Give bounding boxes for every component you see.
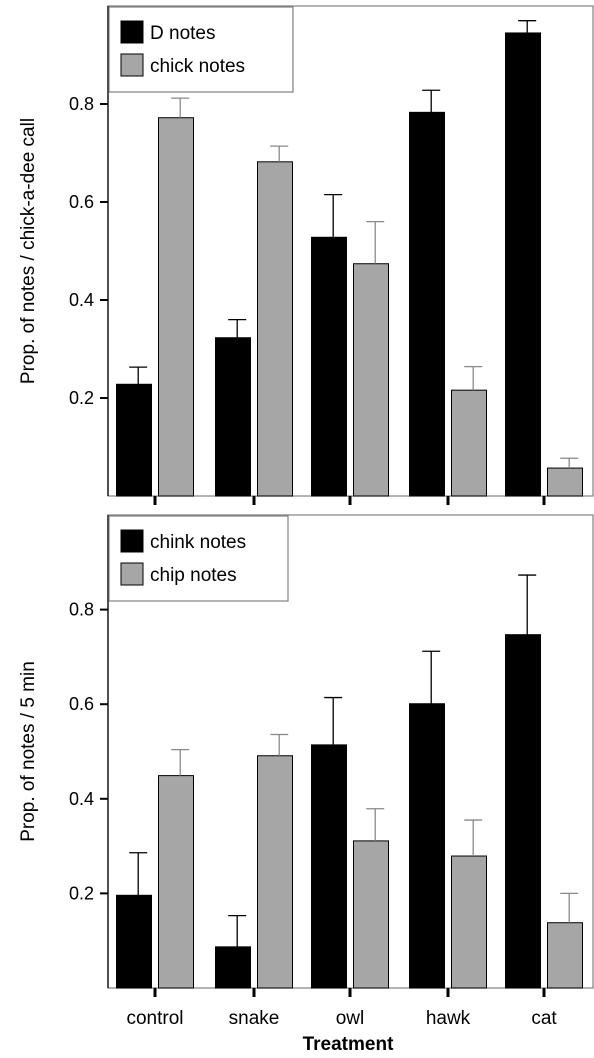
bar [257,755,293,989]
legend-label: chick notes [150,56,245,77]
x-tick-label: hawk [426,1008,471,1029]
y-tick-label: 0.8 [69,600,94,620]
bar [215,337,251,497]
bar [505,32,541,497]
bar [311,744,347,989]
bar [353,263,389,497]
y-tick-label: 0.4 [69,290,94,310]
legend-swatch [120,562,144,586]
legend: D notes chick notes [108,6,294,93]
y-tick-label: 0.2 [69,388,94,408]
bar [451,855,487,989]
y-tick-label: 0.8 [69,94,94,114]
legend-swatch [120,53,144,77]
top-panel: 0.2 0.4 0.6 0.8 Prop. of notes / chick-a-dee… [18,5,594,505]
bar [116,383,152,497]
bar [409,703,445,989]
bar [505,634,541,989]
x-tick-label: owl [336,1008,365,1029]
bottom-panel: 0.2 0.4 0.6 0.8 Prop. of notes / 5 min chink … [18,514,594,997]
x-tick-label: snake [229,1008,280,1029]
bar [158,117,194,497]
x-axis-title: Treatment [303,1034,394,1055]
bar [257,161,293,497]
y-axis-title: Prop. of notes / chick-a-dee call [18,118,39,384]
y-tick-label: 0.4 [69,789,94,809]
bar [547,922,583,989]
bar [353,840,389,989]
bar [116,894,152,989]
x-tick-label: control [126,1008,183,1029]
legend: chink notes chip notes [108,515,289,602]
bar [158,775,194,989]
bar [311,236,347,497]
y-axis-title: Prop. of notes / 5 min [18,661,39,842]
legend-box [108,6,294,93]
x-axis: control snake owl hawk cat [126,1008,557,1029]
bar [409,111,445,497]
legend-label: D notes [150,23,215,44]
legend-label: chip notes [150,565,237,586]
legend-label: chink notes [150,532,246,553]
legend-swatch [120,529,144,553]
y-tick-label: 0.2 [69,883,94,903]
bar [451,389,487,497]
bar [547,467,583,497]
legend-swatch [120,20,144,44]
bar [215,946,251,989]
legend-box [108,515,289,602]
y-tick-label: 0.6 [69,192,94,212]
y-tick-label: 0.6 [69,694,94,714]
x-tick-label: cat [531,1008,557,1029]
